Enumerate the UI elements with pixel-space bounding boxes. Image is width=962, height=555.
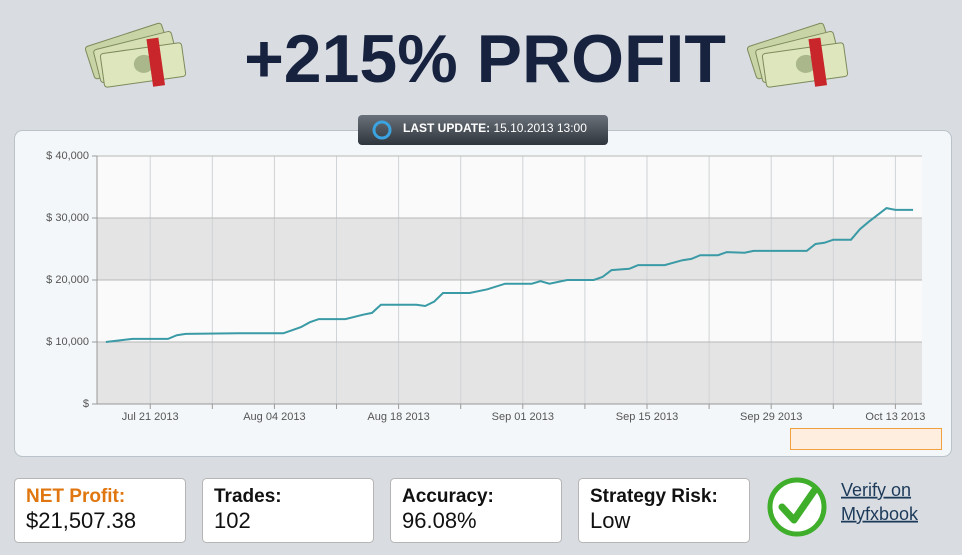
x-tick-label: Oct 13 2013 xyxy=(865,411,925,423)
update-badge xyxy=(358,115,608,145)
x-tick-label: Jul 21 2013 xyxy=(122,411,179,423)
stat-value: Low xyxy=(590,508,630,533)
stat-box xyxy=(390,478,562,543)
y-tick-label: $ 10,000 xyxy=(46,336,89,348)
stat-value: 102 xyxy=(214,508,251,533)
stat-value: $21,507.38 xyxy=(26,508,136,533)
y-tick-label: $ 30,000 xyxy=(46,212,89,224)
stat-box xyxy=(14,478,186,543)
update-text: LAST UPDATE: 15.10.2013 13:00 xyxy=(403,121,587,135)
stat-label: NET Profit: xyxy=(26,486,125,507)
band xyxy=(97,342,922,404)
y-tick-label: $ xyxy=(83,398,89,410)
stat-box xyxy=(202,478,374,543)
headline: +215% PROFIT xyxy=(244,21,726,97)
stat-label: Strategy Risk: xyxy=(590,486,718,507)
update-time: 15.10.2013 13:00 xyxy=(493,121,587,135)
verify-link[interactable]: Verify on xyxy=(841,480,911,500)
stat-box xyxy=(578,478,750,543)
x-tick-label: Sep 15 2013 xyxy=(616,411,678,423)
x-tick-label: Aug 04 2013 xyxy=(243,411,305,423)
check-mark xyxy=(778,487,818,524)
x-tick-label: Sep 01 2013 xyxy=(492,411,554,423)
navigator xyxy=(790,428,942,450)
refresh-icon xyxy=(372,120,392,140)
stat-label: Accuracy: xyxy=(402,486,494,507)
x-tick-label: Sep 29 2013 xyxy=(740,411,802,423)
stats: NET Profit:$21,507.38 Trades:102 Accuracy:… xyxy=(14,478,750,543)
stat-value: 96.08% xyxy=(402,508,477,533)
stat-label: Trades: xyxy=(214,486,282,507)
y-tick-label: $ 20,000 xyxy=(46,274,89,286)
verify-link[interactable]: Myfxbook xyxy=(841,504,919,524)
equity-line xyxy=(105,207,914,343)
band xyxy=(97,218,922,280)
plot: Jul 21 2013 Aug 04 2013 Aug 18 2013 Sep 01 … xyxy=(46,150,925,423)
x-tick-label: Aug 18 2013 xyxy=(367,411,429,423)
update-label: LAST UPDATE: xyxy=(403,121,490,135)
y-tick-label: $ 40,000 xyxy=(46,150,89,162)
